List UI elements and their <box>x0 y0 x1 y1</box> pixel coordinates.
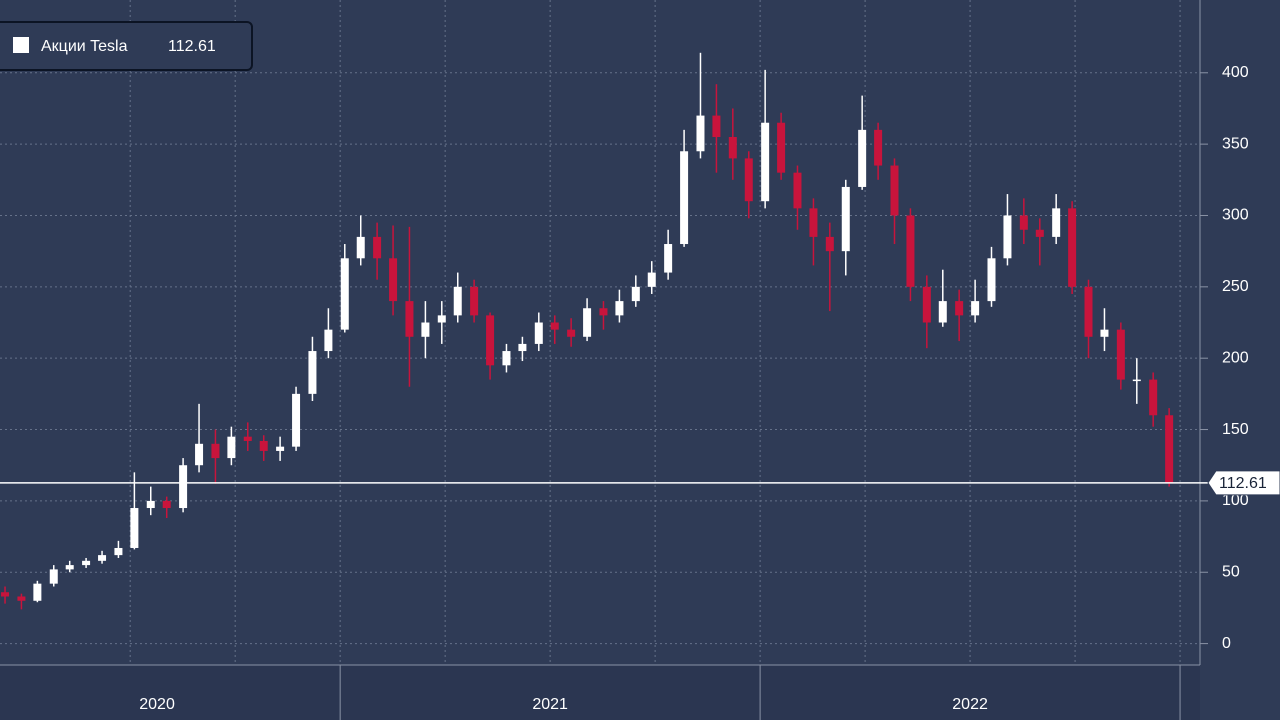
candle-body <box>615 301 624 316</box>
candle-body <box>777 122 786 173</box>
legend-box <box>0 21 253 71</box>
y-tick-label: 0 <box>1222 635 1231 652</box>
candle-body <box>1019 215 1028 230</box>
candle-body <box>82 560 91 566</box>
candle-body <box>405 301 414 337</box>
candle-body <box>98 555 107 561</box>
candle-body <box>259 440 268 451</box>
candle-body <box>955 301 964 316</box>
candle-body <box>292 393 301 447</box>
candle-body <box>130 508 139 548</box>
candle-body <box>874 129 883 166</box>
candle-body <box>567 329 576 337</box>
candle-body <box>1165 415 1174 483</box>
candle-body <box>470 286 479 316</box>
candle-body <box>680 151 689 245</box>
candle-body <box>599 308 608 316</box>
candle-body <box>179 465 188 509</box>
y-tick-label: 400 <box>1222 64 1249 81</box>
candle-body <box>421 322 430 337</box>
candle-body <box>550 322 559 330</box>
y-tick-label: 50 <box>1222 563 1240 580</box>
legend-value: 112.61 <box>168 38 216 55</box>
candle-body <box>146 500 155 509</box>
candle-body <box>858 129 867 187</box>
candle-body <box>356 236 365 259</box>
candle-body <box>65 565 74 570</box>
candle-body <box>906 215 915 287</box>
candle-body <box>502 351 511 366</box>
candle-body <box>1035 229 1044 237</box>
candle-body <box>340 258 349 330</box>
x-tick-label: 2020 <box>139 696 175 713</box>
candle-body <box>49 569 58 584</box>
candle-body <box>922 286 931 323</box>
candle-body <box>583 308 592 337</box>
candle-body <box>971 301 980 316</box>
candle-body <box>664 244 673 273</box>
legend-label: Акции Tesla <box>41 38 128 55</box>
y-tick-label: 150 <box>1222 421 1249 438</box>
candle-body <box>712 115 721 137</box>
candle-body <box>1084 286 1093 337</box>
candle-body <box>518 343 527 352</box>
candle-body <box>17 596 26 601</box>
y-tick-label: 100 <box>1222 492 1249 509</box>
candle-body <box>276 446 285 451</box>
candle-body <box>1052 208 1061 237</box>
y-tick-label: 200 <box>1222 349 1249 366</box>
plot-area <box>0 0 1200 665</box>
candle-body <box>453 286 462 316</box>
candle-body <box>825 236 834 252</box>
candle-body <box>486 315 495 366</box>
candle-body <box>744 158 753 202</box>
candle-body <box>1100 329 1109 337</box>
candle-body <box>114 547 123 556</box>
candle-body <box>243 436 252 441</box>
candle-body <box>1132 379 1141 382</box>
last-price-label: 112.61 <box>1219 475 1267 492</box>
candle-body <box>389 258 398 302</box>
candle-body <box>1003 215 1012 259</box>
legend-swatch <box>13 37 29 53</box>
candle-body <box>841 186 850 252</box>
candle-body <box>437 315 446 323</box>
candle-body <box>162 500 171 509</box>
candle-body <box>534 322 543 344</box>
candle-body <box>1068 208 1077 287</box>
x-tick-label: 2021 <box>532 696 568 713</box>
candle-body <box>938 301 947 323</box>
candle-body <box>373 236 382 259</box>
candle-body <box>1116 329 1125 380</box>
y-tick-label: 250 <box>1222 278 1249 295</box>
y-tick-label: 300 <box>1222 207 1249 224</box>
candle-body <box>33 583 42 601</box>
candle-body <box>308 351 317 394</box>
legend: Акции Tesla 112.61 <box>0 21 253 71</box>
candle-body <box>696 115 705 152</box>
candle-body <box>211 443 220 459</box>
candle-body <box>1 592 10 597</box>
candle-body <box>647 272 656 287</box>
candle-body <box>195 443 204 466</box>
candle-body <box>761 122 770 202</box>
x-tick-label: 2022 <box>952 696 988 713</box>
x-axis-band <box>0 665 1200 720</box>
candle-body <box>793 172 802 209</box>
candle-body <box>809 208 818 237</box>
candle-body <box>1149 379 1158 416</box>
candle-body <box>987 258 996 302</box>
last-price-box <box>1207 470 1280 496</box>
y-tick-label: 350 <box>1222 135 1249 152</box>
candle-body <box>728 136 737 159</box>
candle-body <box>227 436 236 459</box>
candle-body <box>631 286 640 302</box>
candle-body <box>890 165 899 216</box>
candle-body <box>324 329 333 352</box>
